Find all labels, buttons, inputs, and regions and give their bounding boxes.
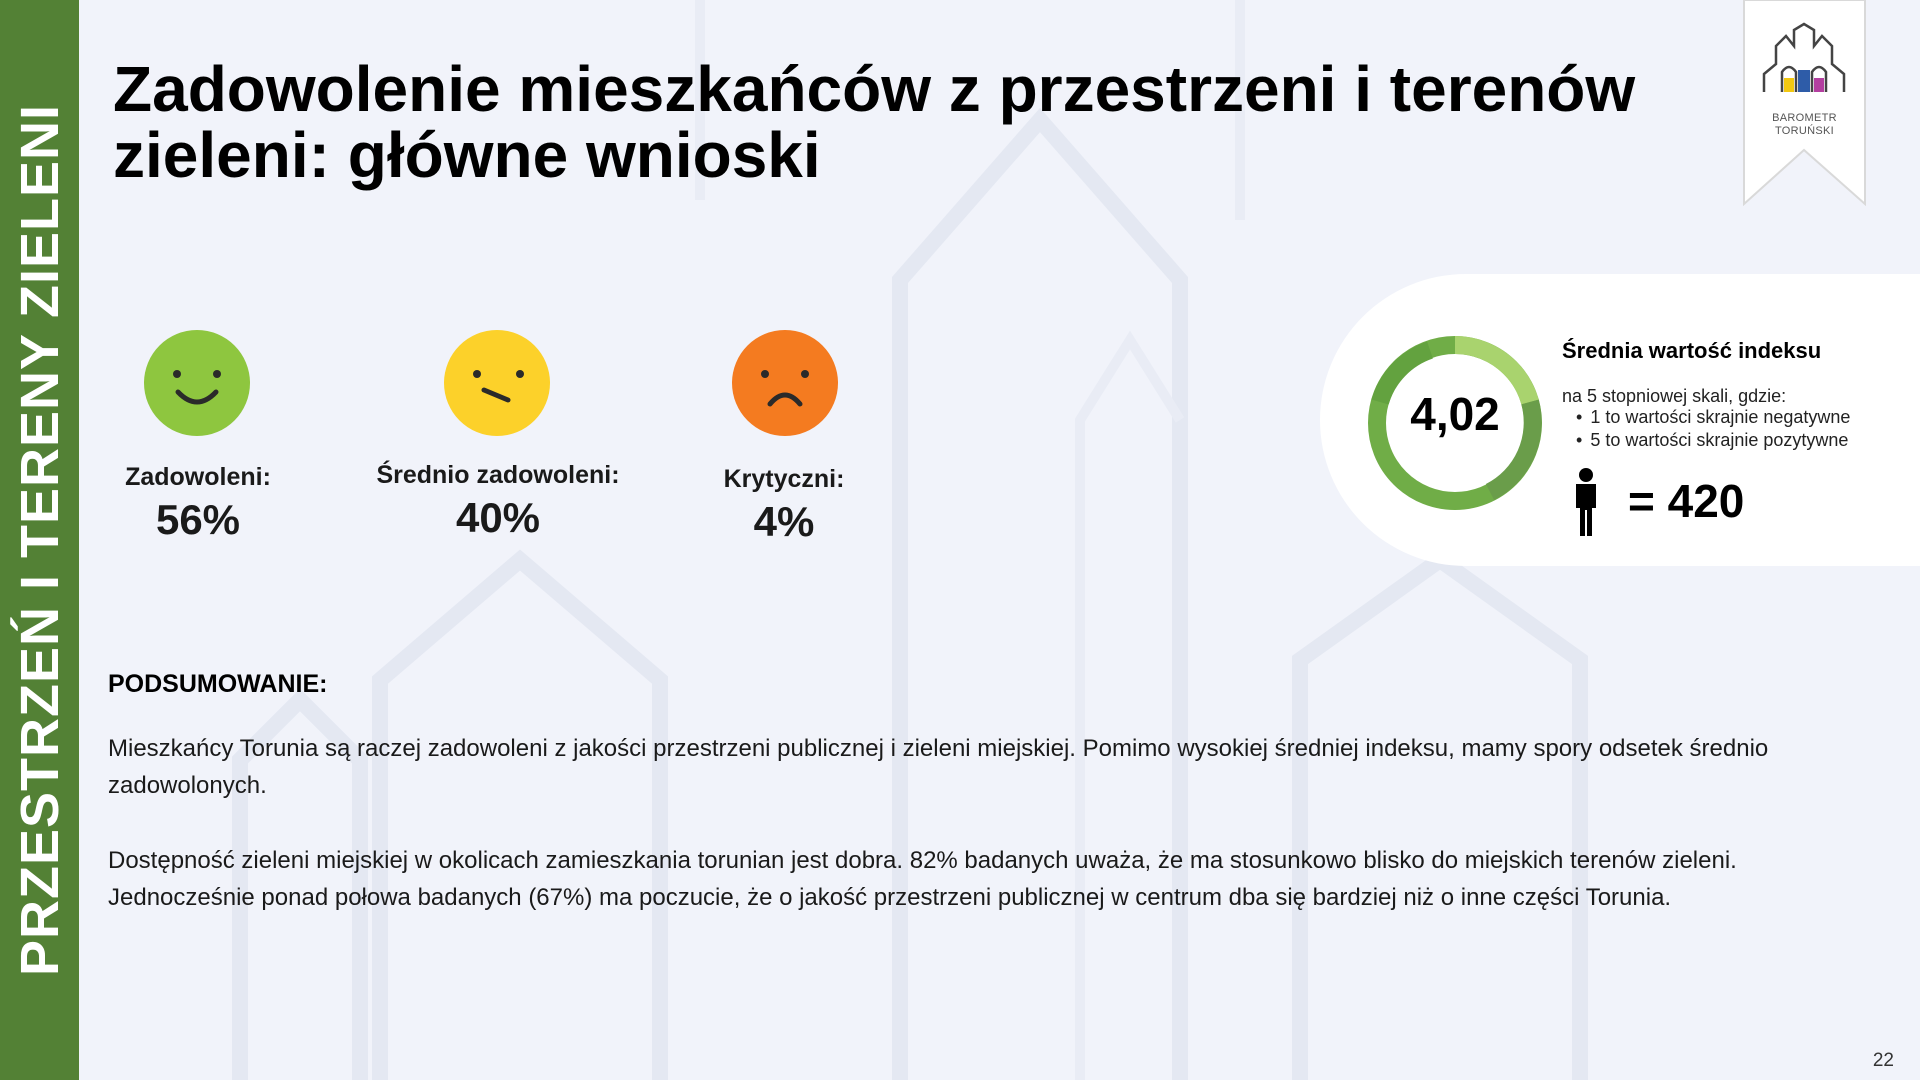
index-title: Średnia wartość indeksu [1562,338,1822,363]
neutral-face-icon [444,330,550,436]
summary-paragraph-2: Dostępność zieleni miejskiej w okolicach… [108,847,1737,911]
list-item: 5 to wartości skrajnie pozytywne [1576,429,1850,452]
index-subtitle: na 5 stopniowej skali, gdzie: [1562,386,1787,406]
title-line-1: Zadowolenie mieszkańców z przestrzeni i … [113,53,1636,125]
summary-heading: PODSUMOWANIE: [108,670,328,698]
stat-label: Średnio zadowoleni: [376,461,620,489]
happy-face-icon [144,330,250,436]
logo-text-line-1: BAROMETR [1772,112,1837,124]
logo-text-line-2: TORUŃSKI [1774,125,1835,137]
person-icon [1576,468,1596,536]
summary-paragraph-1: Mieszkańcy Torunia są raczej zadowoleni … [108,735,1769,799]
stat-neutral: Średnio zadowoleni: 40% [328,461,668,542]
index-scale-list: 1 to wartości skrajnie negatywne 5 to wa… [1576,406,1850,452]
index-value: 4,02 [1410,388,1500,440]
stat-critical: Krytyczni: 4% [614,465,954,546]
section-sidebar: PRZESTRZEŃ I TERENY ZIELENI [0,0,79,1080]
stat-value: 40% [455,494,541,541]
stat-label: Zadowoleni: [125,463,271,491]
logo-ribbon-icon [1743,0,1866,207]
stat-label: Krytyczni: [723,465,845,493]
title-line-2: zieleni: główne wnioski [113,119,821,191]
stat-value: 56% [155,496,241,543]
stat-value: 4% [753,498,815,545]
list-item: 1 to wartości skrajnie negatywne [1576,406,1850,429]
page-title: Zadowolenie mieszkańców z przestrzeni i … [113,56,1713,188]
sad-face-icon [732,330,838,436]
index-gauge-ring [1368,336,1542,510]
page-number: 22 [1872,1050,1894,1071]
stat-satisfied: Zadowoleni: 56% [28,463,368,544]
barometr-torunski-logo: BAROMETR TORUŃSKI [1742,0,1867,207]
sample-size: = 420 [1628,475,1745,527]
